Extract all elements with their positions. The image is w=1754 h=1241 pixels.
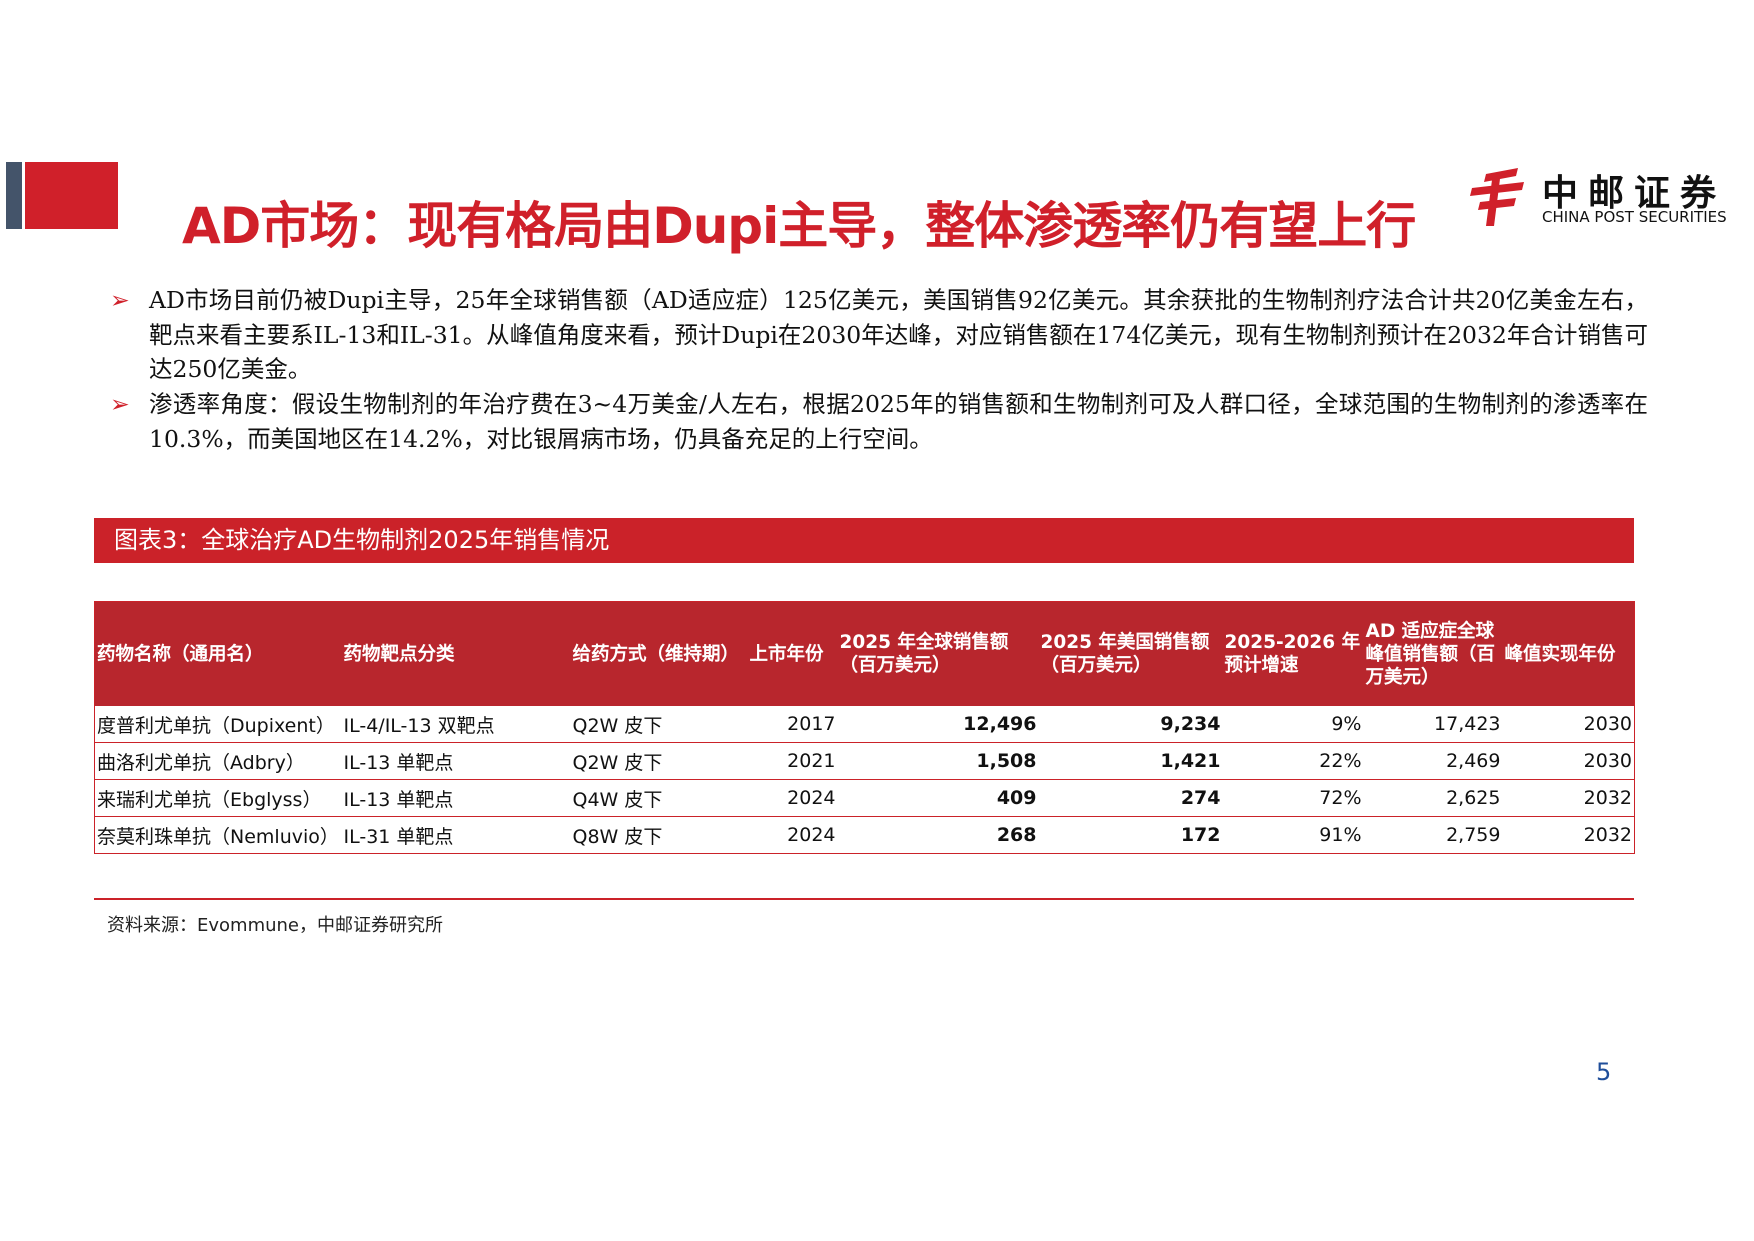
table-cell: 9%	[1222, 706, 1364, 743]
accent-block	[25, 162, 118, 229]
table-cell: 72%	[1222, 779, 1364, 817]
column-header: 2025 年美国销售额（百万美元）	[1038, 601, 1223, 706]
sales-table: 药物名称（通用名） 药物靶点分类 给药方式（维持期） 上市年份 2025 年全球销售额（…	[94, 601, 1635, 854]
table-cell: IL-13 单靶点	[341, 742, 571, 780]
column-header: 2025-2026 年预计增速	[1222, 601, 1364, 706]
table-cell: 172	[1038, 816, 1223, 854]
table-row: 曲洛利尤单抗（Adbry） IL-13 单靶点 Q2W 皮下 2021 1,508 1,4…	[94, 742, 1635, 780]
page-number: 5	[1596, 1058, 1612, 1086]
table-cell: 17,423	[1363, 706, 1503, 743]
column-header: 给药方式（维持期）	[570, 601, 748, 706]
table-cell: Q2W 皮下	[570, 742, 748, 780]
logo: 中邮证券 CHINA POST SECURITIES	[1466, 166, 1736, 230]
table-cell: 度普利尤单抗（Dupixent）	[94, 706, 342, 743]
column-header: 药物靶点分类	[341, 601, 571, 706]
divider	[94, 898, 1634, 900]
table-cell: IL-31 单靶点	[341, 816, 571, 854]
table-cell: IL-4/IL-13 双靶点	[341, 706, 571, 743]
table-cell: Q2W 皮下	[570, 706, 748, 743]
column-header: 药物名称（通用名）	[94, 601, 342, 706]
table-cell: 2024	[747, 779, 838, 817]
column-header: AD 适应症全球峰值销售额（百万美元）	[1363, 601, 1503, 706]
table-cell: 1,421	[1038, 742, 1223, 780]
table-cell: Q4W 皮下	[570, 779, 748, 817]
table-row: 度普利尤单抗（Dupixent） IL-4/IL-13 双靶点 Q2W 皮下 2017…	[94, 706, 1635, 743]
table-cell: 1,508	[837, 742, 1039, 780]
logo-subtitle: CHINA POST SECURITIES	[1542, 208, 1727, 226]
accent-bar	[6, 162, 22, 229]
table-cell: 12,496	[837, 706, 1039, 743]
logo-name: 中邮证券	[1542, 173, 1727, 214]
header-row: 药物名称（通用名） 药物靶点分类 给药方式（维持期） 上市年份 2025 年全球销售额（…	[94, 601, 1635, 706]
table-cell: 奈莫利珠单抗（Nemluvio）	[94, 816, 342, 854]
table-cell: 2030	[1502, 706, 1635, 743]
table-cell: 2,469	[1363, 742, 1503, 780]
column-header: 峰值实现年份	[1502, 601, 1635, 706]
table-cell: 2,759	[1363, 816, 1503, 854]
slide-title: AD市场：现有格局由Dupi主导，整体渗透率仍有望上行	[182, 197, 1416, 255]
table-cell: 2030	[1502, 742, 1635, 780]
column-header: 2025 年全球销售额（百万美元）	[837, 601, 1039, 706]
bullet-list: AD市场目前仍被Dupi主导，25年全球销售额（AD适应症）125亿美元，美国销…	[110, 283, 1648, 457]
table-cell: 22%	[1222, 742, 1364, 780]
figure-title: 图表3：全球治疗AD生物制剂2025年销售情况	[94, 518, 1634, 563]
table-cell: 91%	[1222, 816, 1364, 854]
table-cell: 2032	[1502, 816, 1635, 854]
bullet: 渗透率角度：假设生物制剂的年治疗费在3~4万美金/人左右，根据2025年的销售额…	[110, 387, 1648, 456]
column-header: 上市年份	[747, 601, 838, 706]
logo-mark	[1470, 168, 1524, 226]
table-cell: 268	[837, 816, 1039, 854]
table-cell: 2021	[747, 742, 838, 780]
table-cell: Q8W 皮下	[570, 816, 748, 854]
table-cell: 409	[837, 779, 1039, 817]
table-cell: 2017	[747, 706, 838, 743]
table-cell: 274	[1038, 779, 1223, 817]
table-cell: 来瑞利尤单抗（Ebglyss）	[94, 779, 342, 817]
bullet: AD市场目前仍被Dupi主导，25年全球销售额（AD适应症）125亿美元，美国销…	[110, 283, 1648, 387]
table-cell: 曲洛利尤单抗（Adbry）	[94, 742, 342, 780]
table-cell: 2032	[1502, 779, 1635, 817]
table-cell: 2024	[747, 816, 838, 854]
source-note: 资料来源：Evommune，中邮证券研究所	[107, 915, 443, 936]
table-cell: IL-13 单靶点	[341, 779, 571, 817]
table-cell: 9,234	[1038, 706, 1223, 743]
table-row: 奈莫利珠单抗（Nemluvio） IL-31 单靶点 Q8W 皮下 2024 268 17…	[94, 816, 1635, 854]
table-row: 来瑞利尤单抗（Ebglyss） IL-13 单靶点 Q4W 皮下 2024 409 274…	[94, 779, 1635, 817]
table-cell: 2,625	[1363, 779, 1503, 817]
